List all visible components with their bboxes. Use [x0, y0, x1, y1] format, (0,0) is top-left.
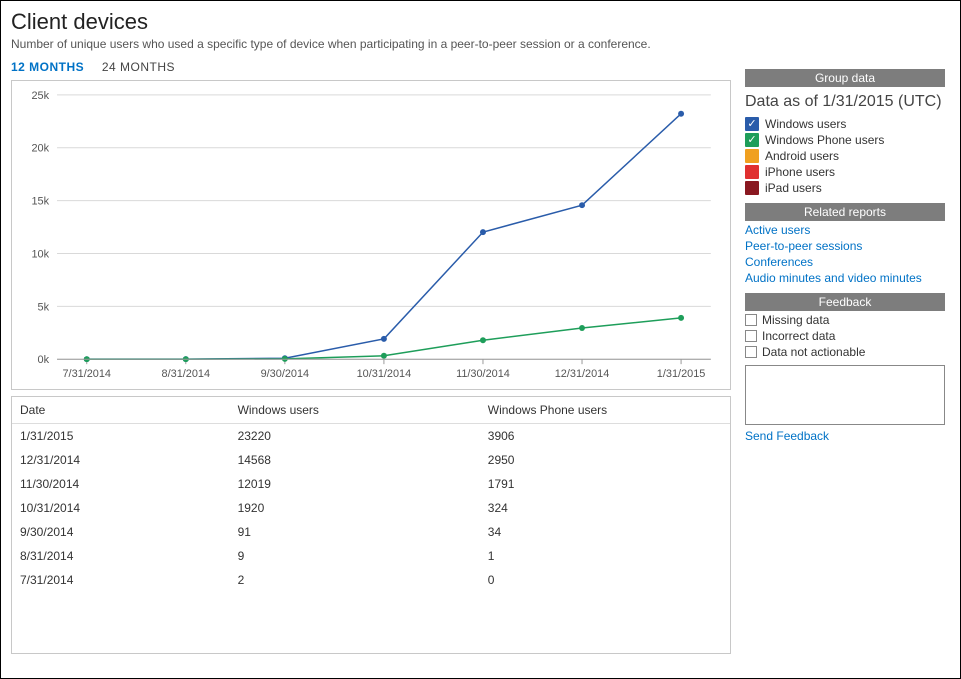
legend-label: Windows users — [765, 117, 846, 131]
data-table: DateWindows usersWindows Phone users 1/3… — [12, 397, 730, 592]
table-cell: 34 — [480, 520, 730, 544]
svg-text:9/30/2014: 9/30/2014 — [261, 368, 310, 380]
feedback-checkbox-row[interactable]: Data not actionable — [745, 345, 945, 359]
tab-24-months[interactable]: 24 MONTHS — [102, 60, 175, 74]
table-cell: 2950 — [480, 448, 730, 472]
feedback-head: Feedback — [745, 293, 945, 311]
data-as-of: Data as of 1/31/2015 (UTC) — [745, 93, 945, 111]
related-links: Active users Peer-to-peer sessions Confere… — [745, 223, 945, 285]
related-report-link[interactable]: Audio minutes and video minutes — [745, 271, 945, 285]
checkbox-icon — [745, 330, 757, 342]
related-report-link[interactable]: Conferences — [745, 255, 945, 269]
feedback-options: Missing data Incorrect data Data not actio… — [745, 313, 945, 359]
table-cell: 12/31/2014 — [12, 448, 230, 472]
data-table-container: DateWindows usersWindows Phone users 1/3… — [11, 396, 731, 654]
legend-item[interactable]: ✓ Windows Phone users — [745, 133, 945, 147]
legend-item[interactable]: iPhone users — [745, 165, 945, 179]
report-page: Client devices Number of unique users wh… — [0, 0, 961, 679]
legend-label: iPad users — [765, 181, 822, 195]
svg-text:12/31/2014: 12/31/2014 — [555, 368, 610, 380]
checkbox-icon — [745, 314, 757, 326]
range-tabs: 12 MONTHS 24 MONTHS — [11, 59, 731, 74]
table-cell: 91 — [230, 520, 480, 544]
feedback-checkbox-row[interactable]: Incorrect data — [745, 329, 945, 343]
table-cell: 7/31/2014 — [12, 568, 230, 592]
table-cell: 324 — [480, 496, 730, 520]
table-row: 1/31/2015232203906 — [12, 424, 730, 449]
svg-text:20k: 20k — [31, 143, 49, 155]
legend-swatch — [745, 181, 759, 195]
feedback-option-label: Incorrect data — [762, 329, 835, 343]
table-cell: 0 — [480, 568, 730, 592]
legend-label: iPhone users — [765, 165, 835, 179]
svg-text:5k: 5k — [38, 301, 50, 313]
table-col-header[interactable]: Windows Phone users — [480, 397, 730, 424]
table-cell: 3906 — [480, 424, 730, 449]
side-column: Group data Data as of 1/31/2015 (UTC) ✓ W… — [745, 59, 945, 654]
table-cell: 1791 — [480, 472, 730, 496]
svg-text:10/31/2014: 10/31/2014 — [357, 368, 412, 380]
table-col-header[interactable]: Date — [12, 397, 230, 424]
svg-text:0k: 0k — [38, 354, 50, 366]
table-row: 10/31/20141920324 — [12, 496, 730, 520]
table-row: 11/30/2014120191791 — [12, 472, 730, 496]
group-data-head: Group data — [745, 69, 945, 87]
legend-swatch: ✓ — [745, 117, 759, 131]
checkbox-icon — [745, 346, 757, 358]
table-cell: 9/30/2014 — [12, 520, 230, 544]
page-subtitle: Number of unique users who used a specif… — [11, 37, 950, 51]
legend-label: Windows Phone users — [765, 133, 884, 147]
feedback-option-label: Missing data — [762, 313, 829, 327]
table-cell: 1/31/2015 — [12, 424, 230, 449]
svg-text:15k: 15k — [31, 196, 49, 208]
table-col-header[interactable]: Windows users — [230, 397, 480, 424]
svg-text:7/31/2014: 7/31/2014 — [62, 368, 111, 380]
table-row: 7/31/201420 — [12, 568, 730, 592]
svg-text:25k: 25k — [31, 90, 49, 102]
legend-swatch: ✓ — [745, 133, 759, 147]
legend: ✓ Windows users ✓ Windows Phone users Androi… — [745, 117, 945, 195]
related-report-link[interactable]: Active users — [745, 223, 945, 237]
table-cell: 1 — [480, 544, 730, 568]
main-column: 12 MONTHS 24 MONTHS 0k 5k 10k 15k 20k 25k 7/31… — [11, 59, 731, 654]
tab-12-months[interactable]: 12 MONTHS — [11, 60, 84, 74]
feedback-textarea[interactable] — [745, 365, 945, 425]
check-icon: ✓ — [747, 135, 756, 146]
svg-text:8/31/2014: 8/31/2014 — [162, 368, 211, 380]
table-cell: 11/30/2014 — [12, 472, 230, 496]
legend-item[interactable]: Android users — [745, 149, 945, 163]
chart-container: 0k 5k 10k 15k 20k 25k 7/31/2014 8/31/2014 9/30/2… — [11, 80, 731, 390]
feedback-option-label: Data not actionable — [762, 345, 865, 359]
table-cell: 2 — [230, 568, 480, 592]
svg-text:10k: 10k — [31, 248, 49, 260]
legend-label: Android users — [765, 149, 839, 163]
legend-swatch — [745, 149, 759, 163]
feedback-checkbox-row[interactable]: Missing data — [745, 313, 945, 327]
header: Client devices Number of unique users wh… — [1, 1, 960, 51]
table-row: 8/31/201491 — [12, 544, 730, 568]
table-cell: 1920 — [230, 496, 480, 520]
table-row: 12/31/2014145682950 — [12, 448, 730, 472]
page-title: Client devices — [11, 9, 950, 35]
related-report-link[interactable]: Peer-to-peer sessions — [745, 239, 945, 253]
legend-item[interactable]: iPad users — [745, 181, 945, 195]
table-cell: 8/31/2014 — [12, 544, 230, 568]
svg-text:1/31/2015: 1/31/2015 — [657, 368, 706, 380]
table-row: 9/30/20149134 — [12, 520, 730, 544]
legend-item[interactable]: ✓ Windows users — [745, 117, 945, 131]
check-icon: ✓ — [747, 119, 756, 130]
send-feedback-link[interactable]: Send Feedback — [745, 429, 945, 443]
table-cell: 14568 — [230, 448, 480, 472]
line-chart: 0k 5k 10k 15k 20k 25k 7/31/2014 8/31/2014 9/30/2… — [12, 81, 730, 389]
table-cell: 10/31/2014 — [12, 496, 230, 520]
legend-swatch — [745, 165, 759, 179]
related-reports-head: Related reports — [745, 203, 945, 221]
table-cell: 9 — [230, 544, 480, 568]
table-cell: 12019 — [230, 472, 480, 496]
svg-text:11/30/2014: 11/30/2014 — [456, 368, 510, 380]
table-cell: 23220 — [230, 424, 480, 449]
